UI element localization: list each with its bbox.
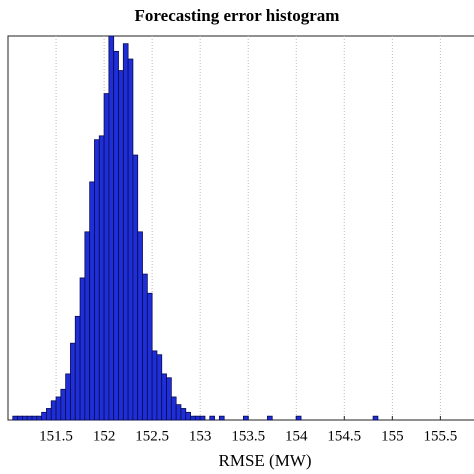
bar bbox=[161, 373, 167, 421]
bar bbox=[127, 58, 134, 421]
bar bbox=[12, 415, 19, 421]
bar bbox=[190, 415, 196, 421]
bar bbox=[199, 415, 206, 421]
bar bbox=[22, 415, 28, 421]
bar bbox=[137, 231, 143, 421]
bar bbox=[98, 135, 105, 421]
bar bbox=[243, 415, 249, 421]
x-tick-label: 153 bbox=[189, 428, 212, 444]
bar bbox=[166, 377, 172, 421]
bar bbox=[79, 277, 86, 421]
bar bbox=[108, 35, 115, 421]
bar bbox=[46, 408, 52, 421]
bar bbox=[267, 415, 273, 421]
bar bbox=[41, 411, 47, 421]
bar bbox=[185, 411, 191, 421]
bar bbox=[146, 292, 153, 421]
bar bbox=[94, 139, 100, 421]
x-tick-label: 152 bbox=[93, 428, 116, 444]
x-tick-label: 155 bbox=[381, 428, 404, 444]
bar bbox=[36, 415, 43, 421]
bar bbox=[295, 415, 302, 421]
x-tick-label: 153.5 bbox=[231, 428, 265, 444]
bar bbox=[194, 415, 201, 421]
bar bbox=[55, 396, 62, 421]
bar bbox=[65, 373, 71, 421]
bar bbox=[218, 415, 225, 421]
x-tick-label: 154 bbox=[285, 428, 308, 444]
bar bbox=[113, 50, 119, 421]
x-tick-label: 151.5 bbox=[39, 428, 73, 444]
chart-title: Forecasting error histogram bbox=[135, 6, 340, 25]
bar bbox=[156, 354, 163, 421]
bar bbox=[180, 408, 187, 421]
bar bbox=[175, 404, 182, 421]
x-tick-label: 154.5 bbox=[327, 428, 361, 444]
bar bbox=[26, 415, 33, 421]
x-tick-label: 152.5 bbox=[135, 428, 169, 444]
x-axis-label: RMSE (MW) bbox=[218, 451, 311, 470]
bar bbox=[50, 400, 57, 421]
bar bbox=[142, 273, 148, 421]
bar bbox=[103, 93, 110, 421]
bar bbox=[118, 70, 124, 421]
bar bbox=[132, 154, 139, 421]
bar bbox=[60, 388, 67, 421]
bar bbox=[170, 396, 177, 421]
bar bbox=[17, 415, 23, 421]
bar bbox=[89, 181, 95, 421]
bar bbox=[31, 415, 38, 421]
bar bbox=[151, 350, 158, 421]
bar bbox=[122, 43, 129, 421]
bar bbox=[209, 415, 215, 421]
bar bbox=[74, 315, 81, 421]
bar bbox=[84, 231, 91, 421]
x-tick-label: 155.5 bbox=[423, 428, 457, 444]
bar bbox=[372, 415, 379, 421]
bar bbox=[70, 342, 76, 421]
